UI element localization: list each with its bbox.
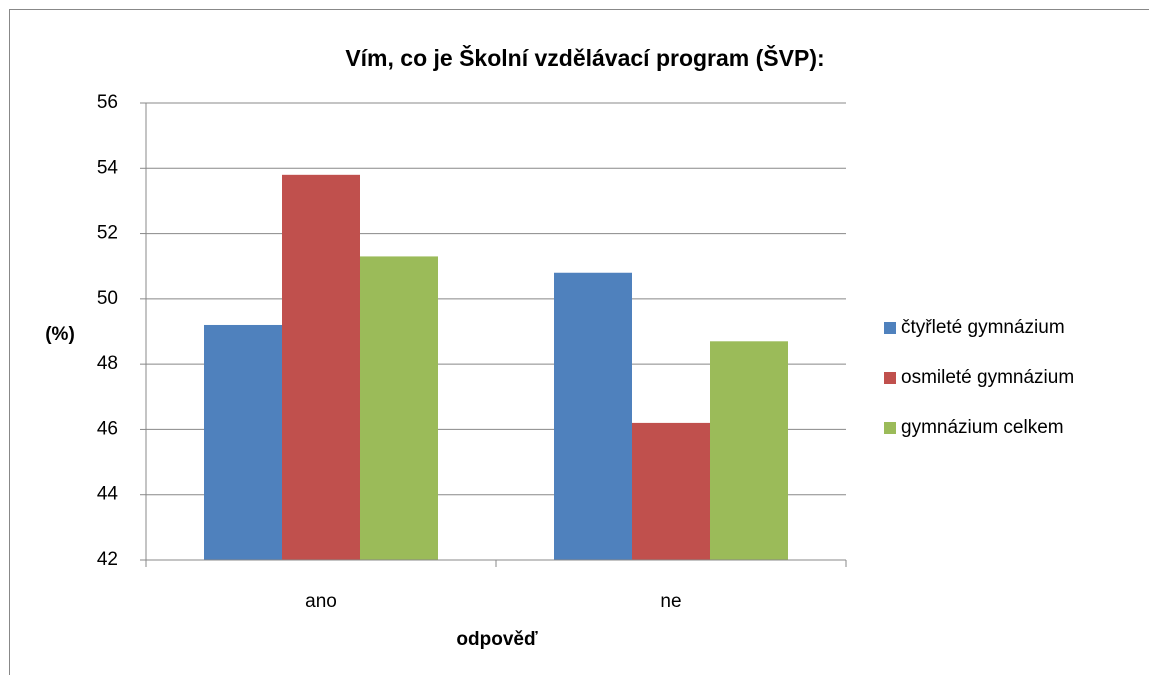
bar: [554, 272, 632, 560]
y-axis-label: (%): [45, 324, 75, 345]
x-tick-label: ano: [305, 591, 337, 612]
legend-swatch: [884, 372, 896, 384]
legend-label: gymnázium celkem: [901, 417, 1064, 438]
y-tick-label: 52: [97, 223, 118, 244]
legend-label: osmileté gymnázium: [901, 367, 1074, 388]
y-tick-label: 42: [97, 549, 118, 570]
y-tick-label: 56: [97, 92, 118, 113]
bar: [204, 324, 282, 560]
y-tick-label: 44: [97, 484, 119, 505]
bar: [632, 422, 710, 560]
x-axis-label: odpověď: [456, 629, 538, 650]
legend-label: čtyřleté gymnázium: [901, 317, 1065, 338]
legend-swatch: [884, 422, 896, 434]
y-tick-label: 50: [97, 288, 118, 309]
bar: [282, 174, 360, 561]
bar: [360, 256, 438, 560]
legend-swatch: [884, 322, 896, 334]
x-tick-label: ne: [660, 591, 681, 612]
y-tick-label: 54: [97, 157, 119, 178]
bar: [710, 341, 788, 560]
y-tick-label: 48: [97, 353, 118, 374]
chart-title: Vím, co je Školní vzdělávací program (ŠV…: [345, 44, 824, 71]
y-tick-label: 46: [97, 418, 118, 439]
